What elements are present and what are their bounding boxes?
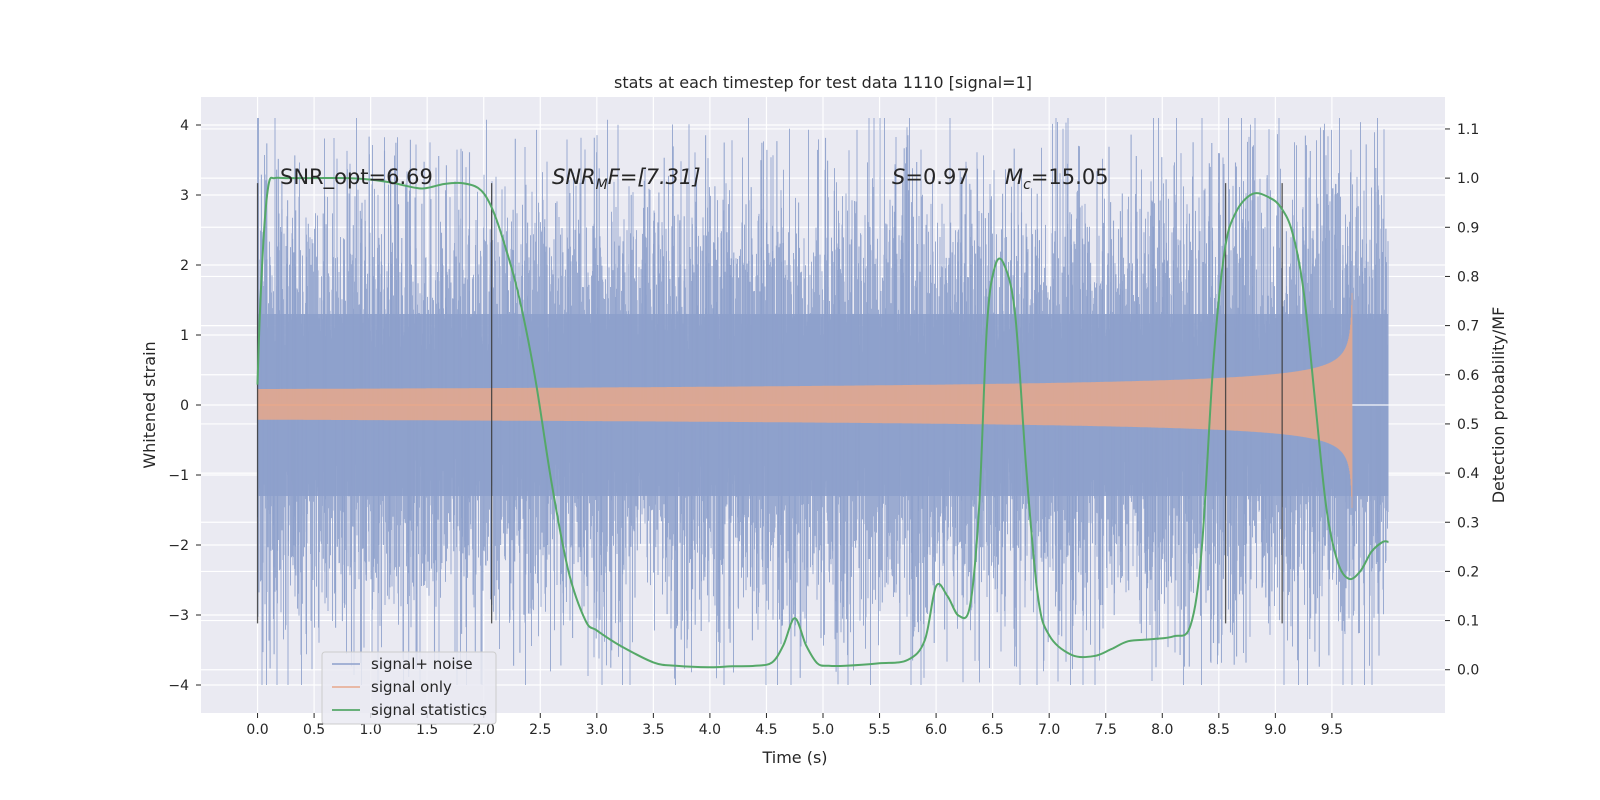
y-tick-label: 3 [180, 188, 189, 204]
vertical-markers [256, 183, 1283, 624]
x-tick-label: 0.0 [246, 722, 268, 738]
statistics-line [256, 176, 1389, 669]
legend-label-signal-noise: signal+ noise [371, 655, 473, 673]
x-tick-label: 5.0 [812, 722, 834, 738]
legend-box [321, 651, 497, 725]
y2-axis-label: Detection probability/MF [1489, 307, 1508, 504]
legend: signal+ noise signal only signal statist… [321, 651, 497, 725]
annotation-snr-mf-base: SNR [552, 165, 596, 189]
annotation-s-symbol: S [892, 165, 905, 189]
series-signal-statistics [256, 176, 1389, 669]
y2-tick-label: 0.6 [1457, 368, 1479, 384]
y-tick-label: 2 [180, 258, 189, 274]
y2-tick-label: 0.4 [1457, 466, 1479, 482]
x-tick-label: 6.0 [925, 722, 947, 738]
y2-axis-ticks: 0.0 0.1 0.2 0.3 0.4 0.5 0.6 0.7 0.8 0.9 1.0 1.1 [1445, 122, 1479, 679]
series-signal-only [257, 293, 1389, 508]
x-tick-label: 7.0 [1038, 722, 1060, 738]
legend-label-signal-only: signal only [371, 678, 452, 696]
annotation-snr-mf-sub: M [596, 177, 608, 193]
annotation-mc-symbol: M [1005, 165, 1023, 189]
x-tick-label: 8.0 [1151, 722, 1173, 738]
legend-label-signal-statistics: signal statistics [371, 701, 487, 719]
x-tick-label: 8.5 [1208, 722, 1230, 738]
y2-tick-label: 0.8 [1457, 269, 1479, 285]
y-axis-label: Whitened strain [140, 341, 159, 468]
y2-tick-label: 0.5 [1457, 417, 1479, 433]
x-axis-label: Time (s) [761, 748, 827, 767]
y2-tick-label: 1.0 [1457, 171, 1479, 187]
x-tick-label: 4.5 [755, 722, 777, 738]
x-tick-label: 3.0 [586, 722, 608, 738]
annotations: SNR_opt=6.69 SNRMF=[7.31] S=0.97 Mc=15.0… [280, 165, 1109, 193]
y-tick-label: 0 [180, 398, 189, 414]
annotation-s-value: =0.97 [905, 165, 969, 189]
y-tick-label: −4 [168, 678, 189, 694]
y-tick-label: 4 [180, 118, 189, 134]
y2-tick-label: 0.3 [1457, 515, 1479, 531]
x-tick-label: 1.5 [416, 722, 438, 738]
annotation-s: S=0.97 [892, 165, 970, 189]
x-tick-label: 9.0 [1264, 722, 1286, 738]
x-tick-label: 9.5 [1321, 722, 1343, 738]
y-tick-label: −3 [168, 608, 189, 624]
annotation-mc: Mc=15.05 [1005, 165, 1109, 193]
x-tick-label: 0.5 [303, 722, 325, 738]
y-axis-ticks: −4 −3 −2 −1 0 1 2 3 4 [168, 118, 201, 694]
x-tick-label: 1.0 [360, 722, 382, 738]
y2-tick-label: 0.9 [1457, 220, 1479, 236]
annotation-mc-value: =15.05 [1031, 165, 1109, 189]
annotation-snr-mf-tail: F=[7.31] [608, 165, 701, 189]
y2-tick-label: 0.1 [1457, 614, 1479, 630]
x-tick-label: 5.5 [868, 722, 890, 738]
y2-tick-label: 0.2 [1457, 564, 1479, 580]
y-tick-label: 1 [180, 328, 189, 344]
y2-tick-label: 1.1 [1457, 122, 1479, 138]
annotation-mc-sub: c [1023, 177, 1031, 193]
x-tick-label: 3.5 [642, 722, 664, 738]
annotation-snr-opt: SNR_opt=6.69 [280, 165, 433, 190]
x-tick-label: 6.5 [982, 722, 1004, 738]
y-tick-label: −1 [168, 468, 189, 484]
y-tick-label: −2 [168, 538, 189, 554]
x-tick-label: 2.5 [529, 722, 551, 738]
y2-tick-label: 0.0 [1457, 663, 1479, 679]
noise-spikes [260, 134, 1387, 678]
x-tick-label: 7.5 [1095, 722, 1117, 738]
x-tick-label: 2.0 [473, 722, 495, 738]
x-tick-label: 4.0 [699, 722, 721, 738]
annotation-snr-mf: SNRMF=[7.31] [552, 165, 701, 193]
chart-title: stats at each timestep for test data 111… [614, 73, 1032, 92]
y2-tick-label: 0.7 [1457, 319, 1479, 335]
x-axis-ticks: 0.0 0.5 1.0 1.5 2.0 2.5 3.0 3.5 4.0 4.5 5.0 5.5 6.0 6… [246, 713, 1343, 738]
